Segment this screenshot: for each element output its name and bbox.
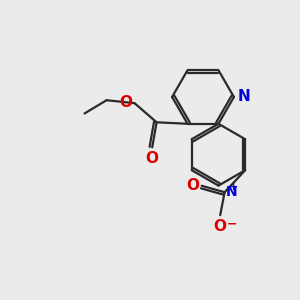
Text: O: O [214,219,227,234]
Text: O: O [146,151,159,166]
Text: O: O [186,178,199,193]
Text: −: − [227,218,237,231]
Text: N: N [226,184,238,199]
Text: +: + [229,182,238,192]
Text: N: N [238,89,250,104]
Text: O: O [119,95,132,110]
